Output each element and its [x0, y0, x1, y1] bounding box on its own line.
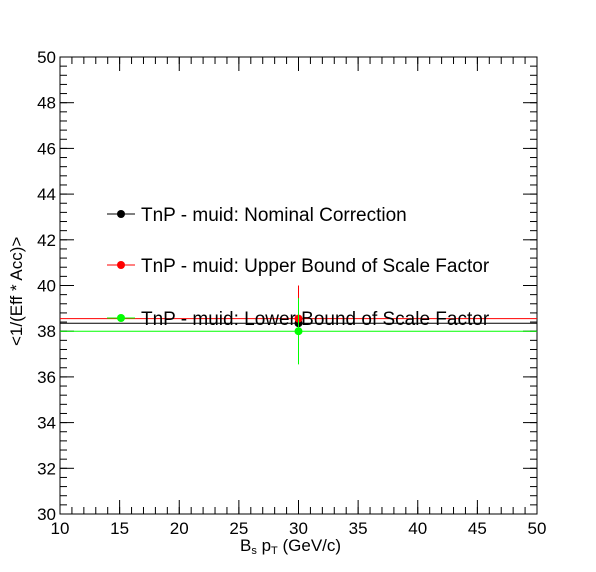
y-tick-label: 42: [37, 231, 56, 250]
legend-label: TnP - muid: Upper Bound of Scale Factor: [141, 256, 490, 277]
x-axis-title-main: B: [240, 536, 251, 555]
legend-label: TnP - muid: Lower Bound of Scale Factor: [141, 309, 490, 330]
x-axis-title-tail: (GeV/c): [278, 536, 341, 555]
x-axis-title: Bs pT (GeV/c): [240, 536, 341, 557]
data-point: [60, 298, 537, 365]
y-axis-ticks: 30 32 34 36 38 40 42 44 46 48 50: [37, 48, 537, 524]
y-axis-title: <1/(Eff * Acc)>: [7, 237, 26, 346]
x-tick-label: 20: [170, 519, 189, 538]
y-tick-label: 50: [37, 48, 56, 67]
x-axis-ticks: 10 15 20 25 30 35 40 45 50: [51, 57, 547, 538]
legend: TnP - muid: Nominal Correction TnP - muid…: [107, 205, 490, 330]
y-tick-label: 38: [37, 322, 56, 341]
x-tick-label: 30: [289, 519, 308, 538]
data-points: [60, 285, 537, 365]
x-tick-label: 50: [528, 519, 547, 538]
legend-label: TnP - muid: Nominal Correction: [141, 205, 407, 226]
x-tick-label: 40: [408, 519, 427, 538]
legend-marker: [117, 261, 125, 269]
marker: [294, 327, 303, 336]
x-axis-title-sub2: T: [271, 545, 278, 557]
y-tick-label: 34: [37, 414, 56, 433]
y-tick-label: 36: [37, 368, 56, 387]
y-tick-label: 40: [37, 277, 56, 296]
x-tick-label: 45: [468, 519, 487, 538]
legend-marker: [117, 314, 125, 322]
legend-marker: [117, 210, 125, 218]
x-axis-title-mid: p: [257, 536, 271, 555]
x-tick-label: 10: [51, 519, 70, 538]
y-tick-label: 48: [37, 94, 56, 113]
y-tick-label: 46: [37, 139, 56, 158]
y-tick-label: 32: [37, 459, 56, 478]
x-tick-label: 35: [349, 519, 368, 538]
x-axis-title-sub1: s: [251, 545, 257, 557]
x-tick-label: 15: [110, 519, 129, 538]
x-tick-label: 25: [229, 519, 248, 538]
y-tick-label: 44: [37, 185, 56, 204]
y-tick-label: 30: [37, 505, 56, 524]
